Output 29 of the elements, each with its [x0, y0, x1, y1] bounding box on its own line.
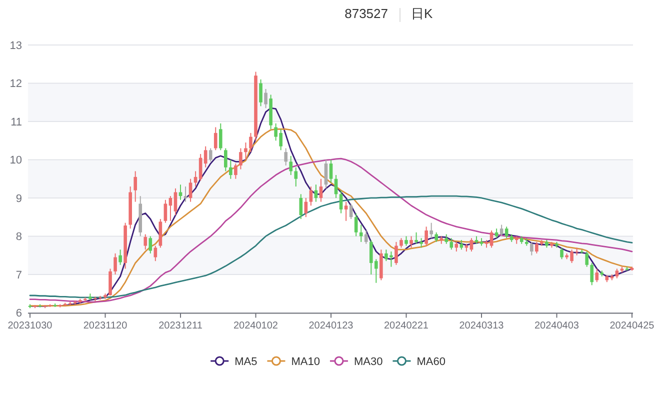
chart-title: 873527 — [344, 6, 388, 21]
y-tick-label: 13 — [10, 40, 22, 52]
y-tick-label: 7 — [16, 269, 22, 282]
x-tick-label: 20231030 — [8, 320, 53, 332]
x-tick-label: 20240313 — [459, 320, 504, 332]
x-tick-label: 20231211 — [158, 320, 203, 332]
legend-item: MA60 — [392, 356, 446, 368]
legend-item: MA10 — [267, 356, 320, 368]
x-tick-label: 20240425 — [610, 320, 655, 332]
legend-label: MA10 — [291, 356, 320, 368]
legend-label: MA60 — [416, 356, 446, 368]
legend-item: MA30 — [330, 356, 383, 368]
legend-label: MA5 — [234, 356, 258, 368]
x-tick-label: 20240403 — [534, 320, 580, 332]
y-tick-label: 9 — [16, 192, 22, 205]
x-tick-label: 20240102 — [234, 320, 278, 332]
y-tick-label: 6 — [16, 308, 22, 320]
x-tick-label: 20231120 — [83, 320, 128, 332]
x-tick-label: 20240221 — [384, 320, 429, 332]
line-series — [29, 195, 633, 298]
y-tick-label: 12 — [10, 78, 22, 90]
y-tick-label: 8 — [16, 231, 22, 244]
x-tick-label: 20240123 — [308, 320, 354, 332]
legend-label: MA30 — [354, 356, 383, 368]
y-tick-label: 10 — [10, 154, 22, 167]
legend-item: MA5 — [210, 356, 258, 368]
chart-subtitle: 日K — [411, 6, 433, 21]
line-series — [29, 158, 633, 303]
y-tick-label: 11 — [10, 116, 22, 128]
